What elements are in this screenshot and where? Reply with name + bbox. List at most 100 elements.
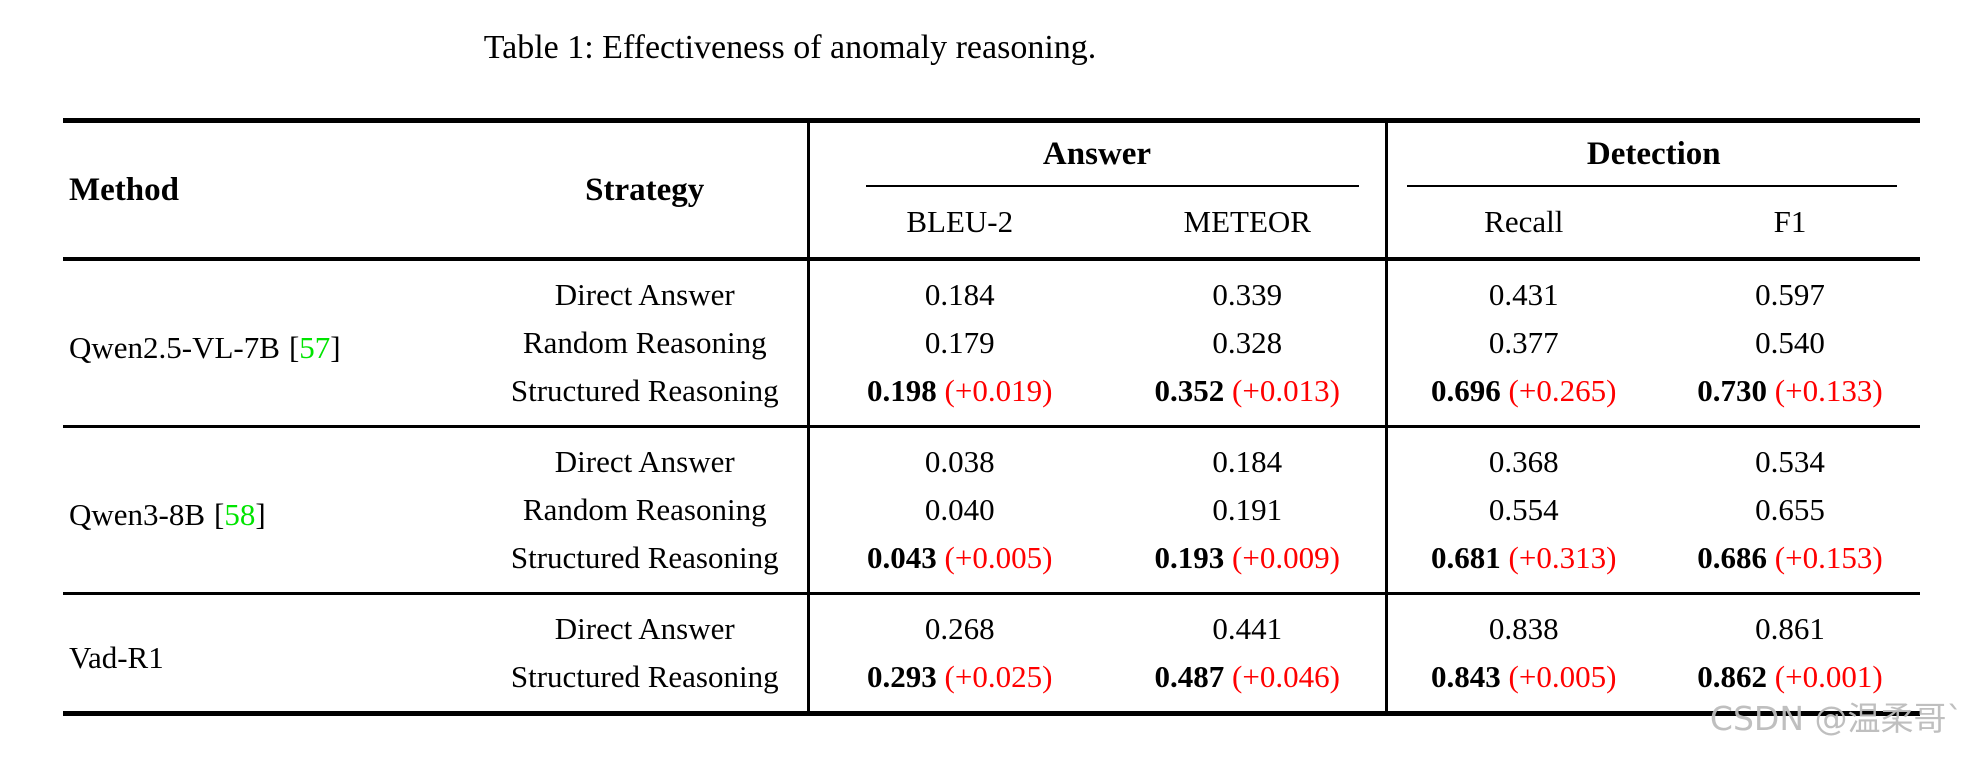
metric-value: 0.339 (1212, 277, 1283, 312)
detection-group-rule (1406, 185, 1897, 187)
metric-value-cell: 0.293 (+0.025) (808, 653, 1110, 714)
strategy-cell: Direct Answer (483, 259, 810, 319)
metric-value-cell: 0.686 (+0.153) (1660, 534, 1920, 594)
method-block: Qwen2.5-VL-7B [57] Direct Answer 0.184 0.339… (63, 259, 1920, 427)
strategy-column-header: Strategy (483, 120, 810, 261)
metric-value-cell: 0.328 (1110, 319, 1388, 367)
metric-delta: (+0.153) (1774, 540, 1883, 575)
metric-value: 0.184 (1212, 444, 1283, 479)
metric-value-cell: 0.377 (1386, 319, 1660, 367)
strategy-cell: Structured Reasoning (483, 653, 810, 714)
metric-delta: (+0.133) (1774, 373, 1883, 408)
metric-value: 0.038 (924, 444, 995, 479)
metric-delta: (+0.313) (1508, 540, 1617, 575)
metric-value: 0.193 (1154, 540, 1225, 575)
strategy-cell: Random Reasoning (483, 486, 810, 534)
detection-group-label: Detection (1586, 136, 1721, 172)
metric-value: 0.268 (924, 611, 995, 646)
metric-value-cell: 0.838 (1386, 594, 1660, 654)
metric-delta: (+0.046) (1232, 659, 1340, 694)
metric-value-cell: 0.441 (1110, 593, 1388, 653)
metric-value: 0.681 (1431, 540, 1501, 575)
metric-value: 0.597 (1755, 277, 1825, 312)
metric-value-cell: 0.198 (+0.019) (808, 367, 1110, 427)
metric-value: 0.043 (867, 540, 937, 575)
method-block: Qwen3-8B [58] Direct Answer 0.038 0.184 0.368… (63, 426, 1920, 594)
table-row: Random Reasoning 0.040 0.191 0.554 0.655 (63, 486, 1920, 534)
table-row: Structured Reasoning 0.198 (+0.019) 0.352 … (63, 367, 1920, 427)
method-name: Qwen2.5-VL-7B (69, 330, 280, 365)
metric-delta: (+0.005) (944, 540, 1053, 575)
strategy-cell: Structured Reasoning (483, 367, 810, 427)
metric-value: 0.843 (1431, 659, 1501, 694)
metric-delta: (+0.019) (944, 373, 1053, 408)
f1-column-header: F1 (1660, 187, 1920, 261)
method-cell: Qwen3-8B [58] (63, 427, 483, 594)
bleu2-column-header: BLEU-2 (808, 187, 1110, 261)
citation-open-bracket: [ (214, 497, 225, 532)
table-header: Method Strategy Answer Detection BLEU-2 … (63, 120, 1920, 261)
metric-value-cell: 0.368 (1386, 427, 1660, 487)
answer-group-label: Answer (1042, 136, 1152, 172)
method-block: Vad-R1 Direct Answer 0.268 0.441 0.838 0.861 S… (63, 593, 1920, 714)
meteor-column-header: METEOR (1110, 187, 1388, 261)
metric-value: 0.368 (1488, 444, 1559, 479)
metric-value-cell: 0.534 (1660, 427, 1920, 487)
method-cell: Qwen2.5-VL-7B [57] (63, 259, 483, 427)
metric-value: 0.540 (1755, 325, 1825, 360)
metric-value-cell: 0.191 (1110, 486, 1388, 534)
metric-value-cell: 0.040 (808, 486, 1110, 534)
metric-header-row: BLEU-2 METEOR Recall F1 (63, 187, 1920, 261)
metric-value-cell: 0.184 (1110, 426, 1388, 486)
metric-value-cell: 0.540 (1660, 319, 1920, 367)
csdn-watermark: CSDN @温柔哥` (1709, 699, 1963, 738)
metric-value-cell: 0.339 (1110, 259, 1388, 319)
strategy-cell: Random Reasoning (483, 319, 810, 367)
metric-delta: (+0.009) (1232, 540, 1340, 575)
metric-value-cell: 0.861 (1660, 594, 1920, 654)
metric-value-cell: 0.268 (808, 594, 1110, 654)
table-row: Qwen3-8B [58] Direct Answer 0.038 0.184 0.368… (63, 426, 1920, 532)
metric-value-cell: 0.352 (+0.013) (1110, 367, 1388, 427)
method-column-header: Method (63, 120, 483, 261)
metric-value: 0.686 (1697, 540, 1768, 575)
metric-value: 0.861 (1755, 611, 1825, 646)
metric-value: 0.040 (924, 492, 995, 527)
table-row: Structured Reasoning 0.043 (+0.005) 0.193 … (63, 534, 1920, 594)
metric-value: 0.730 (1697, 373, 1768, 408)
metric-value: 0.293 (867, 659, 937, 694)
citation-number: 57 (299, 330, 331, 365)
metric-value-cell: 0.862 (+0.001) (1660, 653, 1920, 714)
metric-value: 0.655 (1755, 492, 1825, 527)
metric-value: 0.184 (924, 277, 995, 312)
citation-close-bracket: ] (255, 497, 266, 532)
group-header-row: Method Strategy Answer Detection (63, 120, 1920, 261)
table-row: Random Reasoning 0.179 0.328 0.377 0.540 (63, 319, 1920, 367)
metric-value-cell: 0.696 (+0.265) (1386, 367, 1660, 427)
metric-value-cell: 0.179 (808, 319, 1110, 367)
answer-group-rule (865, 185, 1359, 187)
metric-value: 0.862 (1697, 659, 1768, 694)
answer-group-header: Answer (808, 120, 1388, 187)
strategy-cell: Structured Reasoning (483, 534, 810, 594)
metric-value: 0.377 (1488, 325, 1559, 360)
results-table: Method Strategy Answer Detection BLEU-2 … (63, 118, 1920, 716)
metric-delta: (+0.013) (1232, 373, 1340, 408)
metric-value-cell: 0.193 (+0.009) (1110, 534, 1388, 594)
metric-value-cell: 0.681 (+0.313) (1386, 534, 1660, 594)
metric-value: 0.328 (1212, 325, 1283, 360)
metric-value: 0.554 (1488, 492, 1559, 527)
citation-number: 58 (224, 497, 256, 532)
table-row: Vad-R1 Direct Answer 0.268 0.441 0.838 0.861 (63, 593, 1920, 675)
metric-value-cell: 0.038 (808, 427, 1110, 487)
citation-open-bracket: [ (288, 330, 300, 365)
metric-delta: (+0.001) (1774, 659, 1883, 694)
metric-value-cell: 0.597 (1660, 259, 1920, 319)
metric-delta: (+0.265) (1508, 373, 1617, 408)
metric-value-cell: 0.655 (1660, 486, 1920, 534)
metric-value: 0.198 (867, 373, 937, 408)
citation-close-bracket: ] (330, 330, 341, 365)
table-caption: Table 1: Effectiveness of anomaly reason… (483, 29, 1097, 66)
detection-group-header: Detection (1386, 121, 1920, 187)
strategy-cell: Direct Answer (483, 593, 810, 653)
